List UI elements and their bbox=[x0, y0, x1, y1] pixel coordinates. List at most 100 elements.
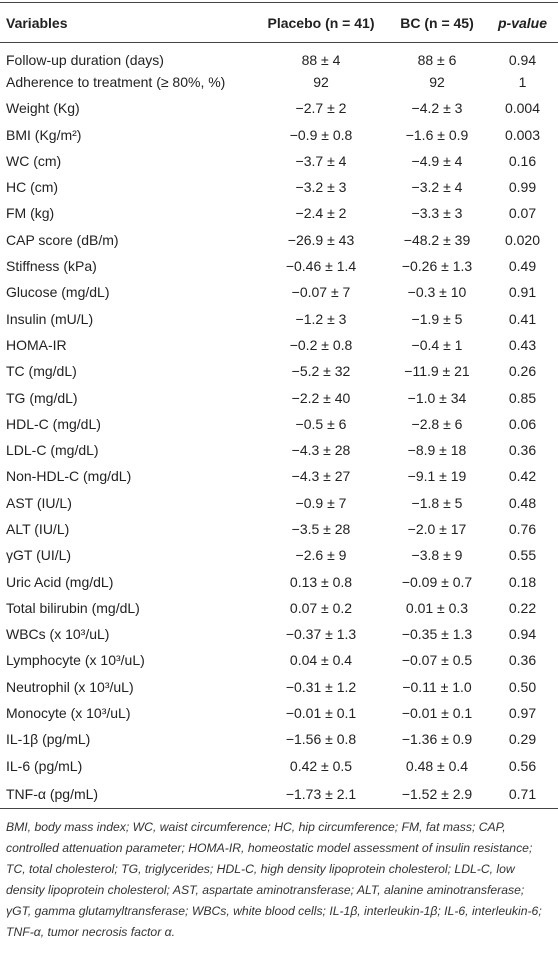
variable-cell: HOMA-IR bbox=[6, 336, 67, 353]
table-row: Uric Acid (mg/dL) 0.13 ± 0.8 −0.09 ± 0.7 0.… bbox=[0, 568, 558, 594]
value-cell: 0.49 bbox=[508, 258, 537, 275]
value-cell: 0.99 bbox=[508, 179, 537, 196]
table-row: Lymphocyte (x 10³/uL) 0.04 ± 0.4 −0.07 ± 0… bbox=[0, 647, 558, 673]
value-cell: −0.35 ± 1.3 bbox=[401, 626, 473, 643]
value-cell: −0.01 ± 0.1 bbox=[401, 705, 473, 722]
header-row: Variables Placebo (n = 41) BC (n = 45) p-va… bbox=[0, 2, 558, 43]
variable-cell: ALT (IU/L) bbox=[6, 520, 70, 537]
value-cell: 0.07 bbox=[508, 205, 537, 222]
value-cell: −0.07 ± 0.5 bbox=[401, 652, 473, 669]
variable-cell: FM (kg) bbox=[6, 205, 55, 222]
table-row: Non-HDL-C (mg/dL) −4.3 ± 27 −9.1 ± 19 0.42 bbox=[0, 463, 558, 489]
value-cell: −0.07 ± 7 bbox=[291, 284, 351, 301]
variable-cell: Uric Acid (mg/dL) bbox=[6, 573, 114, 590]
value-cell: −3.7 ± 4 bbox=[295, 152, 347, 169]
table-row: HC (cm) −3.2 ± 3 −3.2 ± 4 0.99 bbox=[0, 174, 558, 200]
value-cell: −5.2 ± 32 bbox=[291, 363, 351, 380]
value-cell: −2.2 ± 40 bbox=[291, 389, 351, 406]
variable-cell: WBCs (x 10³/uL) bbox=[6, 626, 110, 643]
variable-cell: IL-6 (pg/mL) bbox=[6, 757, 83, 774]
value-cell: −2.7 ± 2 bbox=[295, 100, 347, 117]
variable-cell: BMI (Kg/m²) bbox=[6, 126, 82, 143]
table-row: Weight (Kg) −2.7 ± 2 −4.2 ± 3 0.004 bbox=[0, 95, 558, 121]
table-row: ALT (IU/L) −3.5 ± 28 −2.0 ± 17 0.76 bbox=[0, 516, 558, 542]
table-row: HOMA-IR −0.2 ± 0.8 −0.4 ± 1 0.43 bbox=[0, 332, 558, 358]
value-cell: 0.41 bbox=[508, 310, 537, 327]
value-cell: −0.46 ± 1.4 bbox=[285, 258, 357, 275]
value-cell: 1 bbox=[518, 73, 527, 90]
value-cell: 92 bbox=[429, 73, 445, 90]
variable-cell: Weight (Kg) bbox=[6, 100, 80, 117]
variable-cell: Adherence to treatment (≥ 80%, %) bbox=[6, 73, 226, 90]
variable-cell: Neutrophil (x 10³/uL) bbox=[6, 678, 134, 695]
table-row: Follow-up duration (days) 88 ± 4 88 ± 6 0.9… bbox=[0, 43, 558, 69]
table-row: FM (kg) −2.4 ± 2 −3.3 ± 3 0.07 bbox=[0, 200, 558, 226]
variable-cell: TC (mg/dL) bbox=[6, 363, 77, 380]
variable-cell: Glucose (mg/dL) bbox=[6, 284, 110, 301]
value-cell: 0.94 bbox=[508, 626, 537, 643]
variable-cell: HC (cm) bbox=[6, 179, 59, 196]
table-row: Total bilirubin (mg/dL) 0.07 ± 0.2 0.01 ± … bbox=[0, 595, 558, 621]
value-cell: −1.2 ± 3 bbox=[295, 310, 347, 327]
variable-cell: TNF-α (pg/mL) bbox=[6, 785, 99, 802]
value-cell: 92 bbox=[313, 73, 329, 90]
value-cell: 0.13 ± 0.8 bbox=[289, 573, 353, 590]
value-cell: −3.3 ± 3 bbox=[411, 205, 463, 222]
value-cell: −0.9 ± 7 bbox=[295, 494, 347, 511]
value-cell: 0.97 bbox=[508, 705, 537, 722]
variable-cell: Non-HDL-C (mg/dL) bbox=[6, 468, 132, 485]
table-row: TG (mg/dL) −2.2 ± 40 −1.0 ± 34 0.85 bbox=[0, 384, 558, 410]
value-cell: −0.01 ± 0.1 bbox=[285, 705, 357, 722]
value-cell: −1.9 ± 5 bbox=[411, 310, 463, 327]
value-cell: 0.94 bbox=[508, 51, 537, 68]
table-row: Neutrophil (x 10³/uL) −0.31 ± 1.2 −0.11 ± … bbox=[0, 674, 558, 700]
value-cell: 0.55 bbox=[508, 547, 537, 564]
results-table: Variables Placebo (n = 41) BC (n = 45) p-va… bbox=[0, 2, 558, 809]
value-cell: 0.22 bbox=[508, 599, 537, 616]
table-row: IL-6 (pg/mL) 0.42 ± 0.5 0.48 ± 0.4 0.56 bbox=[0, 753, 558, 779]
value-cell: −2.4 ± 2 bbox=[295, 205, 347, 222]
value-cell: −0.9 ± 0.8 bbox=[289, 126, 353, 143]
table-row: TNF-α (pg/mL) −1.73 ± 2.1 −1.52 ± 2.9 0.71 bbox=[0, 779, 558, 809]
value-cell: 0.43 bbox=[508, 336, 537, 353]
header-cell: p-value bbox=[497, 14, 547, 31]
value-cell: −1.6 ± 0.9 bbox=[405, 126, 469, 143]
value-cell: 0.29 bbox=[508, 731, 537, 748]
table-row: WBCs (x 10³/uL) −0.37 ± 1.3 −0.35 ± 1.3 0.9… bbox=[0, 621, 558, 647]
value-cell: 0.56 bbox=[508, 757, 537, 774]
value-cell: 0.36 bbox=[508, 442, 537, 459]
table-row: LDL-C (mg/dL) −4.3 ± 28 −8.9 ± 18 0.36 bbox=[0, 437, 558, 463]
variable-cell: γGT (UI/L) bbox=[6, 547, 72, 564]
value-cell: 0.26 bbox=[508, 363, 537, 380]
value-cell: −0.09 ± 0.7 bbox=[401, 573, 473, 590]
table-row: Monocyte (x 10³/uL) −0.01 ± 0.1 −0.01 ± 0.… bbox=[0, 700, 558, 726]
value-cell: 0.48 bbox=[508, 494, 537, 511]
table-row: Stiffness (kPa) −0.46 ± 1.4 −0.26 ± 1.3 0.4… bbox=[0, 253, 558, 279]
variable-cell: IL-1β (pg/mL) bbox=[6, 731, 91, 748]
value-cell: −0.37 ± 1.3 bbox=[285, 626, 357, 643]
value-cell: 0.42 bbox=[508, 468, 537, 485]
table-header: Variables Placebo (n = 41) BC (n = 45) p-va… bbox=[0, 2, 558, 43]
value-cell: −0.26 ± 1.3 bbox=[401, 258, 473, 275]
value-cell: 0.48 ± 0.4 bbox=[405, 757, 469, 774]
value-cell: −3.2 ± 3 bbox=[295, 179, 347, 196]
value-cell: −0.3 ± 10 bbox=[407, 284, 467, 301]
variable-cell: Follow-up duration (days) bbox=[6, 51, 164, 68]
value-cell: −1.0 ± 34 bbox=[407, 389, 467, 406]
value-cell: 0.85 bbox=[508, 389, 537, 406]
table-row: BMI (Kg/m²) −0.9 ± 0.8 −1.6 ± 0.9 0.003 bbox=[0, 121, 558, 147]
value-cell: −1.73 ± 2.1 bbox=[285, 785, 357, 802]
variable-cell: Stiffness (kPa) bbox=[6, 258, 97, 275]
header-cell: Placebo (n = 41) bbox=[267, 14, 375, 31]
value-cell: −3.2 ± 4 bbox=[411, 179, 463, 196]
value-cell: −11.9 ± 21 bbox=[404, 363, 470, 380]
value-cell: −9.1 ± 19 bbox=[407, 468, 467, 485]
value-cell: 0.01 ± 0.3 bbox=[405, 599, 469, 616]
value-cell: −3.5 ± 28 bbox=[291, 520, 351, 537]
variable-cell: Monocyte (x 10³/uL) bbox=[6, 705, 131, 722]
value-cell: −3.8 ± 9 bbox=[411, 547, 463, 564]
table-row: γGT (UI/L) −2.6 ± 9 −3.8 ± 9 0.55 bbox=[0, 542, 558, 568]
value-cell: 0.004 bbox=[504, 100, 541, 117]
value-cell: −2.8 ± 6 bbox=[411, 415, 463, 432]
